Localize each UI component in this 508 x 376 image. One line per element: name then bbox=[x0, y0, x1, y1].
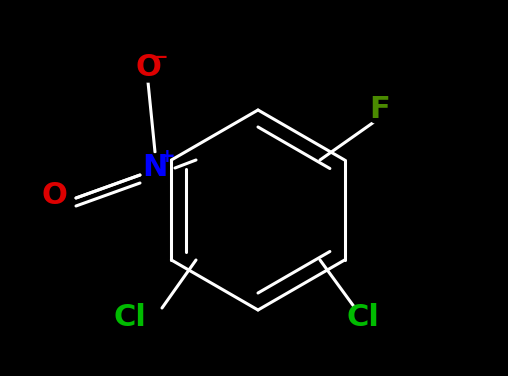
Text: O: O bbox=[135, 53, 161, 82]
Text: Cl: Cl bbox=[114, 303, 146, 332]
Text: O: O bbox=[41, 180, 67, 209]
Text: Cl: Cl bbox=[346, 303, 379, 332]
Text: +: + bbox=[158, 147, 175, 167]
Text: F: F bbox=[370, 96, 390, 124]
Circle shape bbox=[40, 181, 68, 209]
Circle shape bbox=[116, 304, 144, 332]
Circle shape bbox=[349, 304, 377, 332]
Text: −: − bbox=[152, 47, 169, 67]
Circle shape bbox=[366, 96, 394, 124]
Circle shape bbox=[141, 154, 169, 182]
Text: N: N bbox=[142, 153, 168, 182]
Circle shape bbox=[134, 54, 162, 82]
